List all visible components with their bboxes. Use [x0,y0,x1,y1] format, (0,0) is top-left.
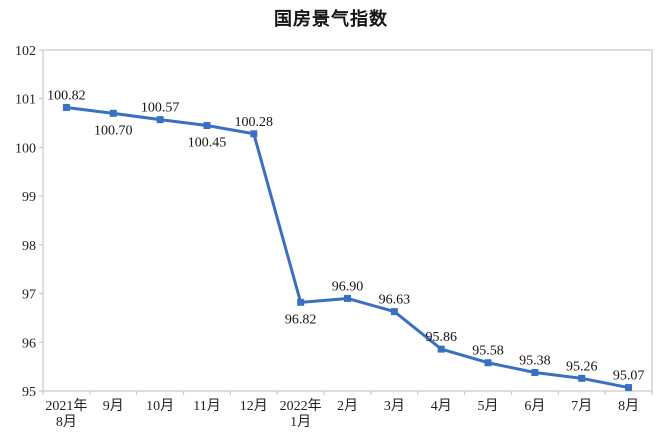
y-tick-label: 96 [22,336,36,351]
x-tick-label: 2月 [337,398,358,414]
data-point [625,384,633,392]
data-point [109,109,117,117]
data-point [250,130,258,138]
y-tick-label: 97 [22,288,36,303]
data-point [203,122,211,130]
x-tick-label: 7月 [571,398,592,414]
data-point [344,294,351,302]
x-tick-label: 6月 [524,398,545,414]
x-tick-label: 8月 [618,398,639,414]
data-point-label: 100.82 [47,88,86,103]
data-point-label: 96.82 [285,312,317,327]
data-point [390,308,398,316]
data-point [62,103,70,111]
data-point [531,368,539,376]
y-tick-label: 100 [15,141,36,156]
x-tick-label: 2022年 1月 [280,398,322,430]
x-axis: 2021年 8月 9月 10月 11月 12月 2022年 1月 2月 3月 4月 5月 6月 7月 8月 [42,391,653,430]
x-tick-label: 2021年 8月 [45,398,87,430]
data-point-label: 95.86 [425,330,457,345]
y-tick-label: 98 [22,239,36,254]
plot-area-border [42,49,653,392]
data-point-label: 100.28 [235,115,274,130]
data-points [62,103,633,392]
data-point [437,345,445,353]
x-tick-label: 5月 [478,398,499,414]
data-point [578,374,586,382]
data-point-label: 95.26 [566,359,598,374]
data-point-label: 100.57 [141,101,180,116]
data-point-label: 95.58 [472,344,504,359]
x-tick-label: 11月 [193,398,220,414]
x-tick-label: 4月 [431,398,452,414]
y-tick-label: 102 [15,44,36,59]
data-labels: 100.82 100.70 100.57 100.45 100.28 96.82 96.90… [47,88,644,383]
data-point-label: 95.07 [613,369,645,384]
data-point-label: 100.45 [188,136,227,151]
data-point-label: 100.70 [94,123,133,138]
x-tick-label: 12月 [240,398,268,414]
x-tick-label: 3月 [384,398,405,414]
x-tick-label: 10月 [146,398,174,414]
y-tick-label: 99 [22,190,36,205]
x-tick-label: 9月 [103,398,124,414]
y-tick-label: 101 [15,93,36,108]
data-point [297,298,305,306]
data-point-label: 95.38 [519,353,551,368]
y-tick-label: 95 [22,385,36,400]
data-point-label: 96.63 [379,293,411,308]
y-axis: 95 96 97 98 99 100 101 102 [15,44,43,400]
data-point [484,359,492,367]
data-line [64,105,631,390]
data-point [156,116,164,124]
chart-title: 国房景气指数 [274,9,388,29]
data-point-label: 96.90 [332,279,364,294]
